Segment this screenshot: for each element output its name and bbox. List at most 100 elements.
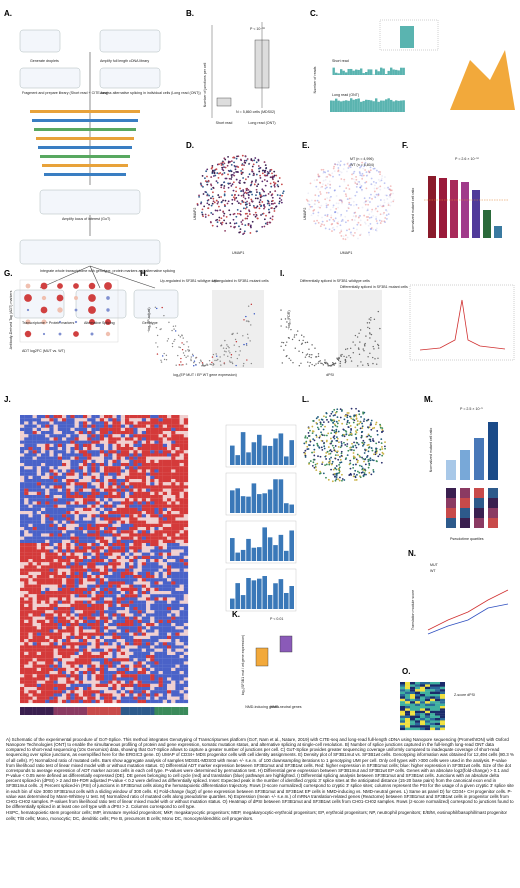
gene [165,359,168,361]
cell [344,215,347,218]
heat-cell [179,530,184,534]
heat-cell [57,587,63,592]
cell [352,466,355,469]
heat-cell [158,421,163,425]
heat-cell [20,559,25,563]
heat-cell [45,440,50,444]
heat-cell [137,552,142,556]
heat-cell [41,469,46,473]
heat-cell [137,539,142,544]
heat-cell [32,616,37,620]
heat-cell [78,463,84,467]
heat-cell [41,434,46,438]
heat-cell [150,459,155,464]
cell [365,419,368,422]
heat-cell [129,523,134,528]
heat-cell [53,587,58,592]
heat-cell [104,559,109,563]
heat-cell [120,514,126,518]
heat-cell [129,479,134,483]
heat-cell [24,578,29,582]
cell [372,469,375,471]
heat-cell [70,565,75,569]
cell [334,189,336,191]
cell [258,201,261,204]
heat-cell [99,427,105,432]
heat-cell [83,434,88,438]
heat-cell [99,661,105,665]
cell [264,194,267,197]
heat-cell [137,607,142,611]
heat-cell [28,591,33,595]
cell [361,422,364,425]
heat-cell [28,415,33,419]
heat-cell [66,488,71,492]
heat-cell [154,552,159,556]
cell [266,174,269,177]
heat-cell [116,479,121,483]
cell [340,441,343,443]
heat-cell [32,447,37,451]
heat-cell [99,546,105,550]
heat-cell [95,491,100,496]
heat-cell [146,575,151,579]
coverage [377,101,380,112]
cell [333,408,336,411]
heat-cell [112,629,117,633]
dot [25,319,31,325]
heat-cell [171,639,176,643]
heat-cell [57,530,63,534]
heat-cell [104,418,109,422]
coverage [397,70,400,75]
heat-cell [74,453,79,457]
heat-cell [32,603,37,608]
junction [286,321,288,323]
heat-cell [95,661,100,665]
cell [343,435,346,438]
coverage [450,50,515,110]
heat-cell [146,472,151,476]
heat-cell [66,498,71,502]
heat-cell [133,581,138,585]
heat-cell [183,530,189,534]
heat-cell [167,591,172,595]
heat-cell [141,600,147,604]
cell [223,204,226,206]
heat-cell [125,434,130,438]
heat-cell [129,645,134,649]
heat-cell [167,466,172,470]
heat-cell [179,591,184,595]
cell [330,463,333,466]
heat-cell [32,632,37,636]
heat-cell [167,533,172,537]
heat-cell [99,431,105,435]
heat-cell [104,415,109,419]
heat-cell [95,453,100,457]
heat-cell [167,629,172,633]
heat-cell [36,459,42,464]
heat-cell [99,639,105,643]
cell [261,180,264,183]
heat-cell [171,642,176,646]
heat-cell [137,434,142,438]
heat-cell [36,523,42,528]
cell [306,448,309,451]
heat-cell [175,645,180,649]
heat-cell [179,559,184,563]
heat-cell [87,635,92,640]
heat-cell [150,421,155,425]
heat-cell [112,571,117,576]
cell [271,172,273,175]
heat-cell [154,635,159,640]
cell [324,227,327,230]
heat-cell [112,469,117,473]
heat-cell [146,559,151,563]
heat-cell [154,626,159,630]
heat-cell [36,651,42,656]
heat-cell [57,559,63,563]
heat-cell [53,635,58,640]
cell [224,177,227,180]
heat-cell [36,482,42,486]
heat-cell [175,450,180,454]
gene [226,344,228,346]
